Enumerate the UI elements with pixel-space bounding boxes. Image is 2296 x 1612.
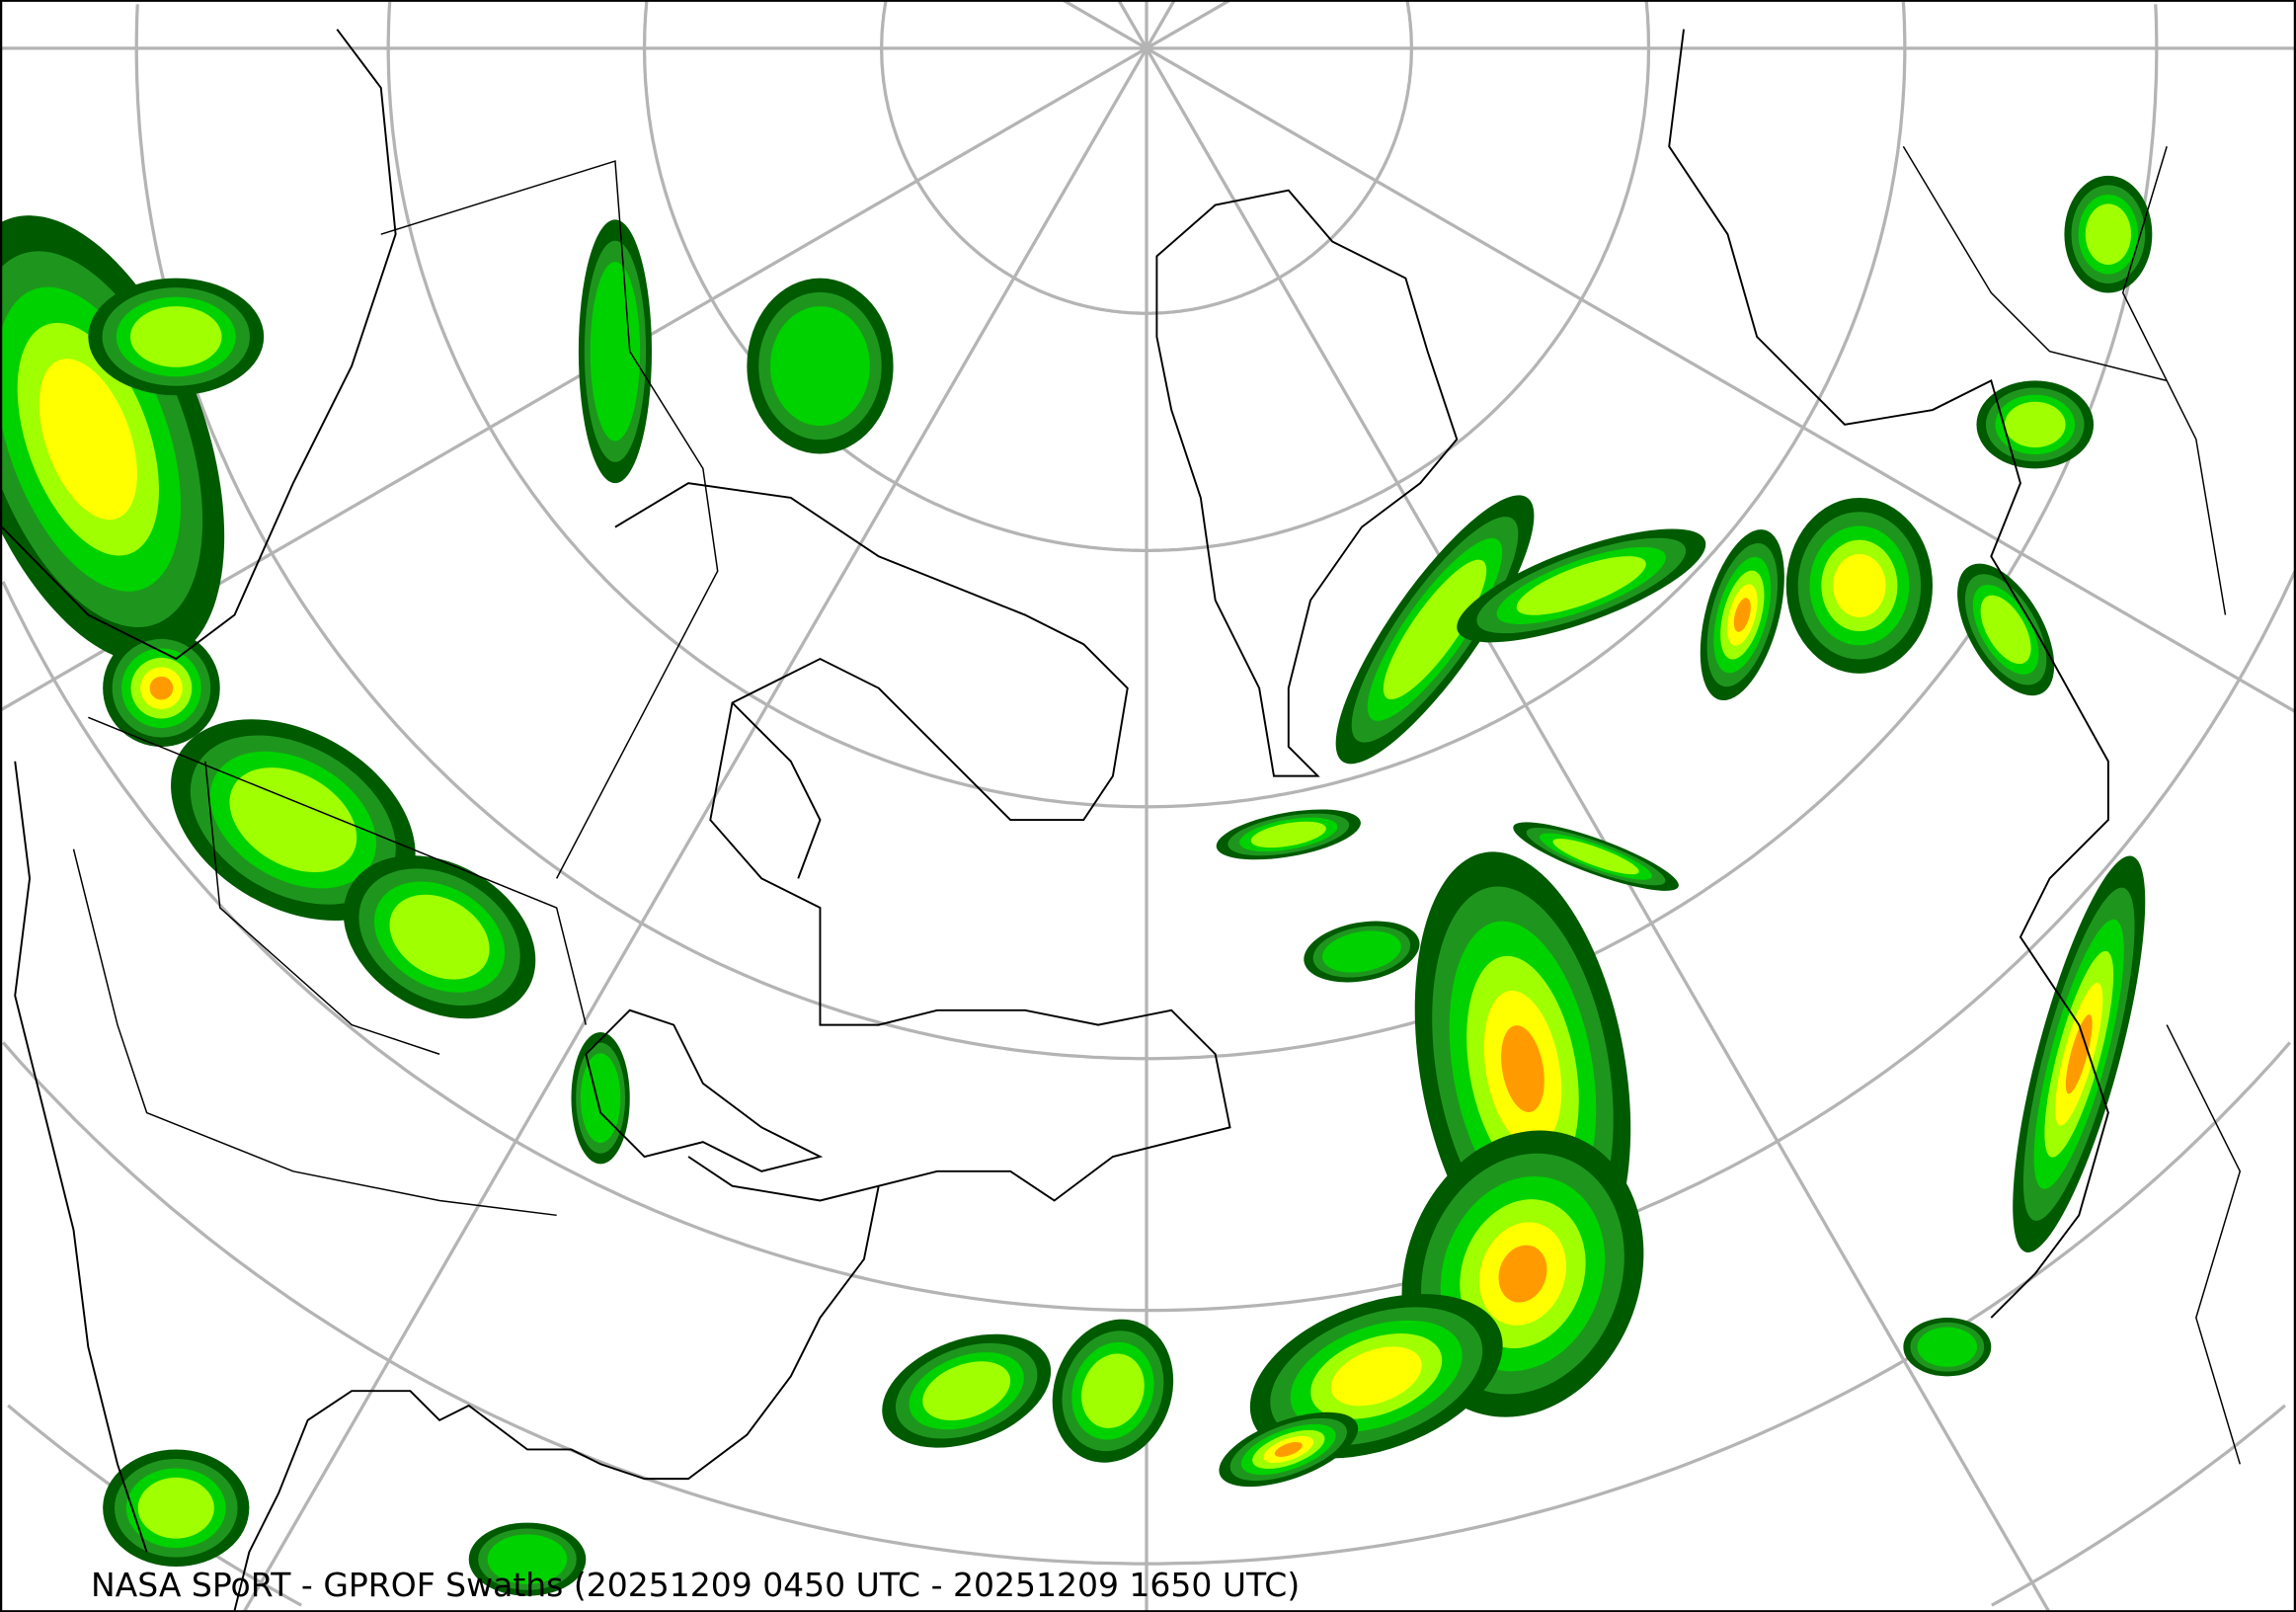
borders [72, 145, 2242, 1465]
precip-area [1250, 821, 1326, 848]
meridian-line [1146, 46, 2296, 714]
precip-area [229, 767, 357, 873]
latitude-circle [1147, 0, 1413, 315]
precip-area [1330, 1346, 1422, 1407]
precip-area [1274, 1441, 1303, 1457]
latitude-circle [1147, 0, 1651, 552]
map-title: NASA SPoRT - GPROF Swaths (20251209 0450… [91, 1566, 1301, 1604]
latitude-circle [1, 581, 1148, 1313]
meridian-line [1062, 0, 1148, 50]
us-east-coast [233, 1185, 880, 1611]
latitude-circle [642, 0, 1148, 552]
precip-area [137, 1477, 214, 1539]
precip-area [1383, 559, 1487, 700]
latitude-circle [1, 1041, 1148, 1566]
precip-area [590, 262, 641, 442]
precip-area [39, 359, 137, 521]
meridian-line [1145, 0, 1176, 49]
latitude-circle [386, 1, 1148, 809]
latitude-circle [134, 4, 1148, 1061]
precip-area [1516, 556, 1646, 615]
latitude-circle [1991, 1404, 2286, 1607]
meridian-line [1145, 47, 2051, 1612]
precip-area [1501, 1025, 1544, 1113]
precip-area [1733, 598, 1751, 632]
precip-area [770, 306, 870, 427]
meridian-line [1117, 0, 1148, 49]
precip-area [1498, 1245, 1547, 1303]
latitude-circle [1147, 571, 2296, 1313]
hudson-bay [731, 701, 822, 879]
europe-coast [1668, 29, 2109, 1319]
precip-area [1552, 839, 1639, 875]
meridian-line [242, 47, 1148, 1612]
precip-area [922, 1361, 1011, 1421]
precip-area [2004, 401, 2066, 447]
precip-area [1081, 1353, 1145, 1428]
precip-area [580, 1053, 621, 1144]
precip-area [149, 676, 174, 700]
precip-area [1833, 553, 1886, 617]
precip-area [389, 894, 490, 980]
latitude-circle [1147, 1, 1907, 809]
precip-area [2085, 203, 2132, 265]
precip-area [1917, 1327, 1978, 1367]
latitude-circle [1147, 1041, 2292, 1566]
meridian-line [1146, 0, 1231, 50]
precip-area [130, 306, 222, 367]
precip-area [487, 1534, 568, 1584]
latitude-circle [880, 0, 1148, 315]
coastlines [1, 29, 2109, 1611]
alaska-coast [1, 29, 397, 661]
precip-area [1980, 595, 2031, 665]
precipitation-swaths [0, 175, 2153, 1596]
canada-coast [614, 482, 1231, 1202]
great-lakes [585, 1008, 824, 1172]
precip-area [2065, 1014, 2093, 1094]
west-coast [14, 761, 148, 1553]
greenland-coast [1155, 189, 1459, 777]
precip-area [1322, 930, 1401, 973]
